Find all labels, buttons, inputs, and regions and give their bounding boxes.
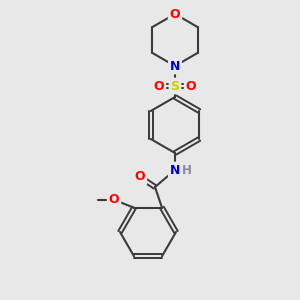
Text: H: H (182, 164, 192, 178)
Text: O: O (109, 193, 119, 206)
Text: S: S (170, 80, 179, 92)
Text: O: O (170, 8, 180, 20)
Text: N: N (170, 59, 180, 73)
Text: O: O (186, 80, 196, 92)
Text: N: N (170, 164, 180, 176)
Text: O: O (135, 170, 145, 184)
Text: O: O (154, 80, 164, 92)
